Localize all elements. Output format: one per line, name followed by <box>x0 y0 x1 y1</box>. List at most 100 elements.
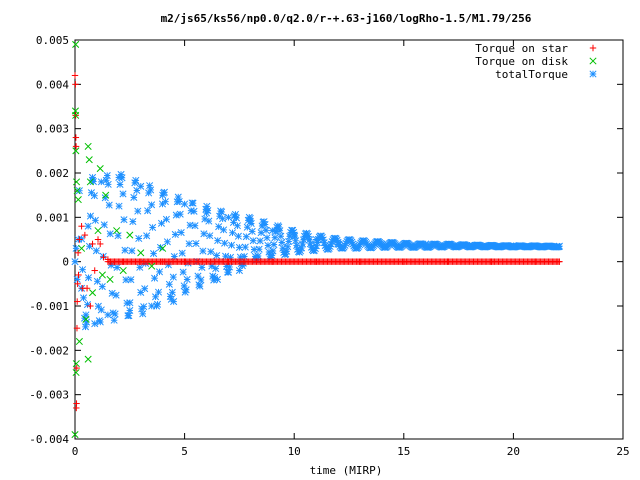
data-point <box>422 240 430 248</box>
data-point <box>159 244 167 252</box>
data-point <box>220 226 228 234</box>
data-point <box>72 134 80 141</box>
data-point <box>203 202 211 210</box>
series-torque-on-disk <box>71 40 167 439</box>
data-point <box>79 266 87 274</box>
data-point <box>114 232 122 240</box>
data-point <box>248 227 256 235</box>
data-point <box>149 223 157 232</box>
data-point <box>176 210 184 218</box>
data-point <box>152 293 160 301</box>
data-point <box>178 249 186 257</box>
y-tick-label: -0.002 <box>29 344 69 357</box>
data-point <box>72 360 80 368</box>
data-point <box>165 280 173 288</box>
data-point <box>206 232 214 240</box>
data-point <box>128 247 136 255</box>
data-point <box>141 285 149 293</box>
series-totaltorque <box>71 170 563 331</box>
data-point <box>143 232 151 240</box>
data-point <box>89 240 96 248</box>
data-point <box>106 230 114 238</box>
data-point <box>222 252 230 260</box>
y-tick-label: 0.002 <box>36 167 69 180</box>
data-point <box>96 318 104 326</box>
data-point <box>157 219 166 227</box>
data-point <box>78 244 86 252</box>
data-point <box>163 238 171 246</box>
data-point <box>129 218 137 226</box>
data-point <box>246 218 254 226</box>
data-point <box>112 291 120 299</box>
data-point <box>242 233 250 241</box>
data-point <box>75 271 82 279</box>
data-point <box>268 252 276 260</box>
data-point <box>75 337 83 346</box>
data-point <box>283 247 291 255</box>
data-point <box>168 288 176 296</box>
data-point <box>71 258 79 266</box>
data-point <box>268 227 276 235</box>
data-point <box>207 248 215 256</box>
data-point <box>111 310 119 318</box>
data-point <box>84 142 92 150</box>
data-point <box>214 237 222 245</box>
data-point <box>255 245 263 253</box>
data-point <box>156 243 165 251</box>
data-point <box>83 285 91 292</box>
data-point <box>233 222 241 230</box>
data-point <box>121 246 129 254</box>
data-point <box>235 243 243 251</box>
data-point <box>199 247 207 255</box>
data-point <box>76 236 83 243</box>
data-point <box>137 249 145 257</box>
data-point <box>213 251 221 260</box>
data-point <box>241 243 249 251</box>
data-point <box>265 248 273 256</box>
data-point <box>98 283 106 291</box>
data-point <box>279 244 287 252</box>
data-point <box>127 276 135 284</box>
data-point <box>72 143 80 150</box>
data-point <box>90 192 98 200</box>
legend-marker <box>589 44 597 52</box>
data-point <box>466 241 474 249</box>
axes: 0 5 10 15 20 25 -0.004 -0.003 -0.002 -0.001 0 0.001… <box>29 34 629 458</box>
data-point <box>292 237 300 245</box>
data-point <box>83 301 92 309</box>
data-point <box>97 240 104 248</box>
data-point <box>170 298 178 306</box>
data-point <box>181 200 189 208</box>
data-point <box>87 302 94 310</box>
legend-label: Torque on disk <box>475 55 568 68</box>
data-point <box>85 156 93 164</box>
data-point <box>72 147 80 155</box>
data-point <box>100 254 107 261</box>
data-point <box>119 266 127 275</box>
series-torque-on-star <box>71 72 563 412</box>
data-point <box>88 173 97 181</box>
y-tick-label: 0.004 <box>36 78 69 91</box>
data-point <box>171 230 179 239</box>
data-point <box>73 275 81 283</box>
data-point <box>148 201 156 209</box>
data-point <box>72 81 79 88</box>
y-tick-label: -0.001 <box>29 300 69 313</box>
data-point <box>126 231 134 239</box>
data-point <box>126 306 134 314</box>
data-point <box>84 274 93 282</box>
data-point <box>177 229 185 237</box>
data-point <box>197 276 205 284</box>
data-point <box>130 193 138 201</box>
data-point <box>91 216 99 224</box>
data-point <box>224 213 232 221</box>
data-point <box>269 247 277 255</box>
data-point <box>200 230 208 238</box>
data-point <box>277 232 285 240</box>
data-point <box>84 222 92 230</box>
data-point <box>72 368 80 377</box>
y-tick-label: 0.003 <box>36 123 69 136</box>
data-point <box>94 236 102 243</box>
